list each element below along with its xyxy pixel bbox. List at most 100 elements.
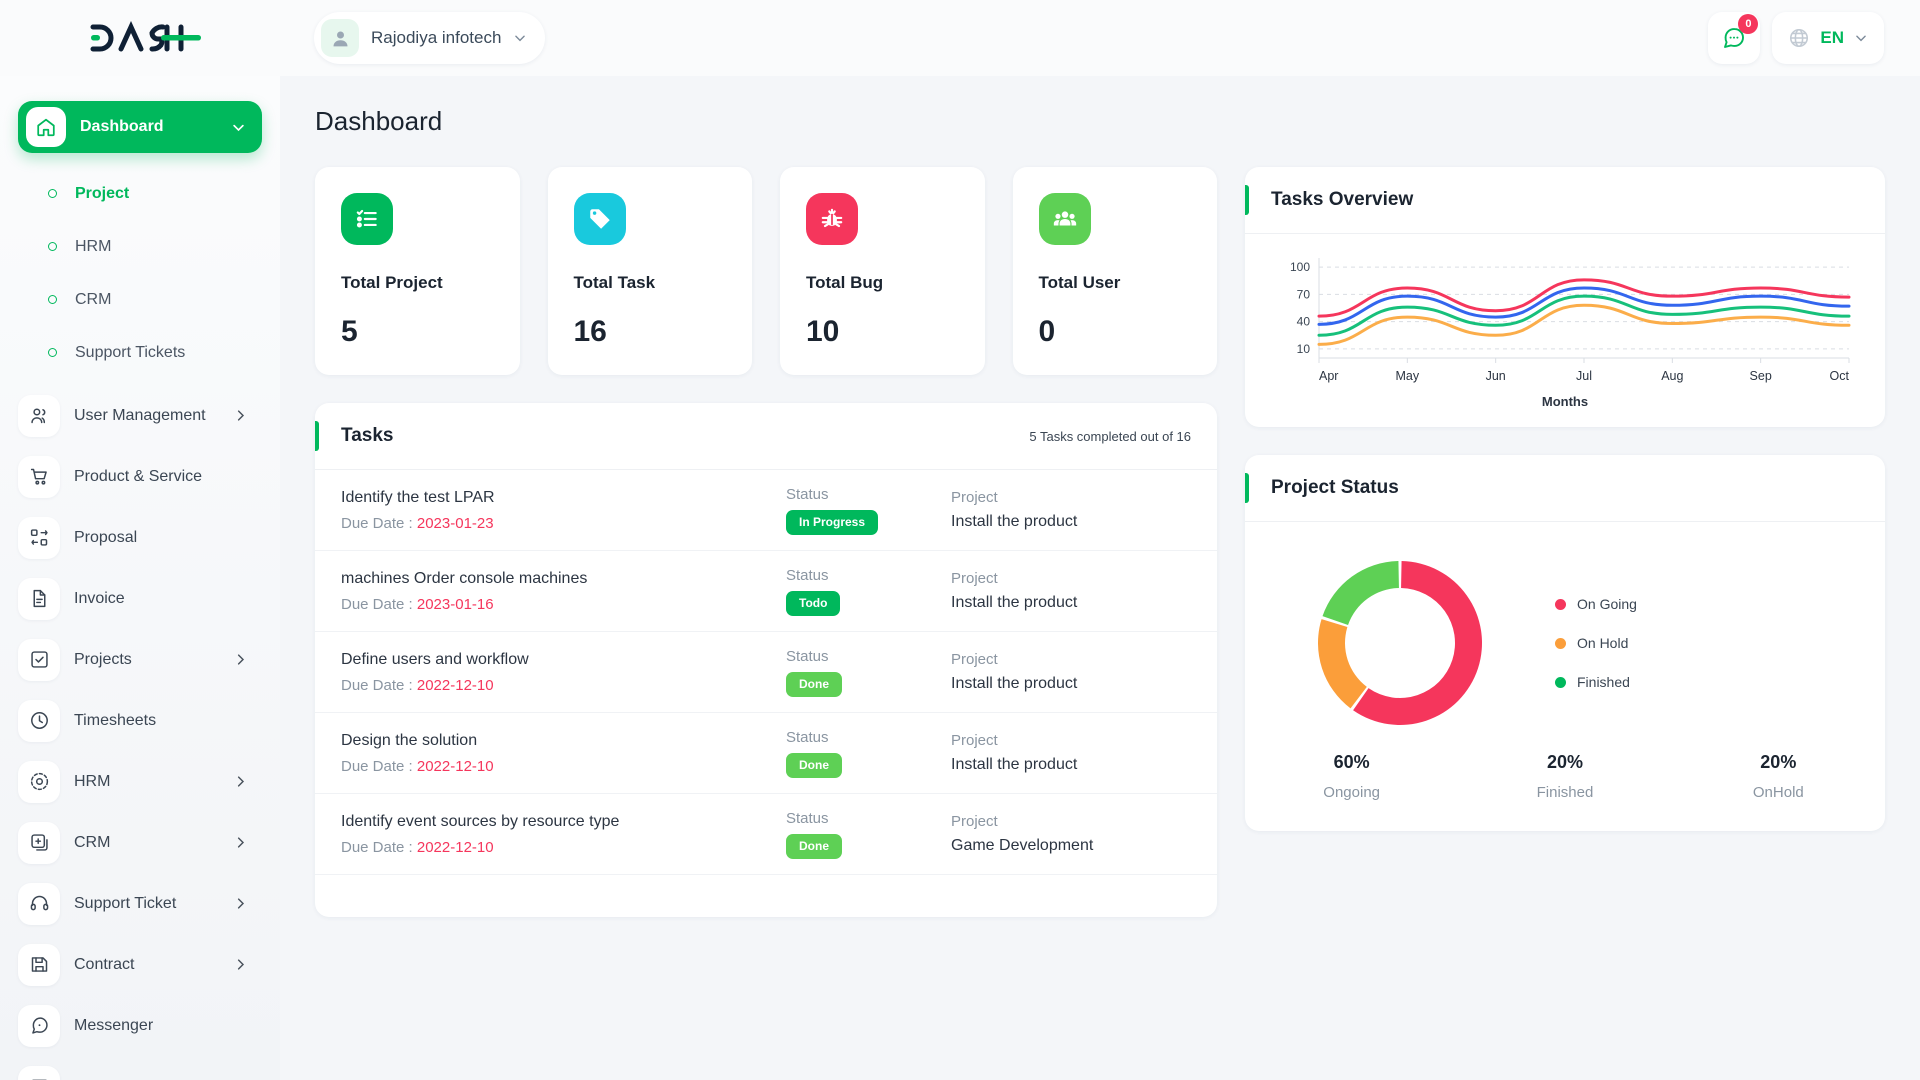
- sidebar-item-contract[interactable]: Contract: [18, 934, 262, 995]
- chevron-down-icon: [1856, 35, 1866, 42]
- task-info: Define users and workflow Due Date : 202…: [341, 651, 786, 694]
- column-header-project: Project: [951, 813, 998, 830]
- chevron-down-icon: [515, 35, 526, 42]
- task-project-cell: Project Install the product: [951, 651, 1116, 693]
- task-status-cell: Status In Progress: [786, 486, 951, 535]
- chevron-right-icon: [237, 776, 245, 787]
- tasks-overview-panel: Tasks Overview 10 40 70 100 Apr May Jun Jul Aug S…: [1245, 167, 1885, 427]
- users-icon: [18, 394, 60, 437]
- sidebar-subitem-project[interactable]: Project: [18, 167, 262, 220]
- table-row[interactable]: Define users and workflow Due Date : 202…: [315, 632, 1217, 713]
- messages-button[interactable]: 0: [1708, 12, 1761, 64]
- sidebar-item-dashboard[interactable]: Dashboard: [18, 101, 262, 153]
- assets-icon: [18, 1065, 60, 1080]
- sidebar-item-assets[interactable]: Assets: [18, 1056, 262, 1080]
- sidebar-item-user-management[interactable]: User Management: [18, 385, 262, 446]
- document-icon: [18, 577, 60, 620]
- stat-cards: Total Project 5 Total Task 16 Total Bug …: [315, 167, 1217, 375]
- app-logo[interactable]: [0, 0, 280, 76]
- stat-card-total-bug[interactable]: Total Bug 10: [780, 167, 985, 375]
- sidebar-subitem-label: HRM: [75, 237, 112, 255]
- language-code: EN: [1820, 28, 1844, 47]
- line-chart-svg: 10 40 70 100 Apr May Jun Jul Aug Sep Oct: [1290, 258, 1851, 383]
- donut-chart-svg: [1318, 561, 1482, 725]
- sidebar-item-hrm[interactable]: HRM: [18, 751, 262, 812]
- chevron-right-icon: [237, 410, 245, 421]
- column-header-project: Project: [951, 651, 998, 668]
- table-row[interactable]: Identify the test LPAR Due Date : 2023-0…: [315, 470, 1217, 551]
- right-column: Tasks Overview 10 40 70 100 Apr May Jun Jul Aug S…: [1245, 167, 1885, 917]
- sidebar-item-support-ticket[interactable]: Support Ticket: [18, 873, 262, 934]
- stat-label: Total Task: [573, 273, 656, 292]
- stat-label: Total Project: [341, 273, 443, 292]
- legend-label: On Going: [1577, 596, 1637, 612]
- tasks-panel-header: Tasks 5 Tasks completed out of 16: [315, 403, 1217, 469]
- due-date-value: 2022-12-10: [416, 757, 494, 775]
- sidebar-item-product-and-service[interactable]: Product & Service: [18, 446, 262, 507]
- table-row[interactable]: Identify event sources by resource type …: [315, 794, 1217, 875]
- chevron-right-icon: [237, 654, 245, 665]
- column-header-status: Status: [786, 566, 829, 584]
- stat-card-total-project[interactable]: Total Project 5: [315, 167, 520, 375]
- sidebar-subitem-hrm[interactable]: HRM: [18, 220, 262, 273]
- sidebar-item-label: CRM: [74, 833, 111, 851]
- svg-text:70: 70: [1297, 287, 1311, 301]
- sidebar-subitem-support-tickets[interactable]: Support Tickets: [18, 326, 262, 379]
- sidebar-item-invoice[interactable]: Invoice: [18, 568, 262, 629]
- sidebar-item-label: Support Ticket: [74, 894, 177, 912]
- chevron-down-icon: [233, 124, 244, 131]
- sidebar-subitem-crm[interactable]: CRM: [18, 273, 262, 326]
- task-project-cell: Project Game Development: [951, 813, 1116, 855]
- main-content: Dashboard Total Project 5 Total Task 1: [280, 76, 1920, 1080]
- table-row[interactable]: machines Order console machines Due Date…: [315, 551, 1217, 632]
- messages-badge-count: 0: [1738, 14, 1759, 34]
- column-header-status: Status: [786, 647, 829, 665]
- legend-item: On Going: [1555, 596, 1637, 612]
- dashboard-grid: Total Project 5 Total Task 16 Total Bug …: [280, 137, 1920, 917]
- sidebar-item-projects[interactable]: Projects: [18, 629, 262, 690]
- legend-label: Finished: [1577, 674, 1630, 690]
- figure-value: 20%: [1760, 752, 1797, 772]
- status-badge: Done: [786, 833, 842, 859]
- sidebar-item-messenger[interactable]: Messenger: [18, 995, 262, 1056]
- stat-card-total-user[interactable]: Total User 0: [1012, 167, 1217, 375]
- chat-icon: [18, 1004, 60, 1047]
- column-header-status: Status: [786, 728, 829, 746]
- figure-label: Ongoing: [1323, 784, 1381, 801]
- globe-icon: [1790, 28, 1809, 48]
- task-project-name: Install the product: [951, 675, 1078, 692]
- column-header-project: Project: [951, 570, 998, 587]
- legend-dot-icon: [1555, 598, 1566, 610]
- task-due-date: Due Date : 2022-12-10: [341, 758, 786, 775]
- left-column: Total Project 5 Total Task 16 Total Bug …: [315, 167, 1217, 917]
- cart-icon: [18, 455, 60, 498]
- sidebar-item-crm[interactable]: CRM: [18, 812, 262, 873]
- language-selector[interactable]: EN: [1772, 12, 1884, 64]
- task-title: Define users and workflow: [341, 650, 529, 668]
- sidebar-item-timesheets[interactable]: Timesheets: [18, 690, 262, 751]
- org-switcher[interactable]: Rajodiya infotech: [314, 12, 546, 64]
- tag-icon: [573, 193, 626, 245]
- svg-text:Jul: Jul: [1576, 369, 1592, 383]
- due-date-value: 2022-12-10: [416, 838, 494, 856]
- stat-label: Total Bug: [806, 273, 884, 292]
- sidebar-item-proposal[interactable]: Proposal: [18, 507, 262, 568]
- sidebar-subitem-label: Support Tickets: [75, 343, 186, 361]
- figure-ongoing: 60% Ongoing: [1245, 752, 1458, 801]
- status-badge: Todo: [786, 590, 841, 616]
- task-due-date: Due Date : 2023-01-16: [341, 596, 786, 613]
- task-project-name: Game Development: [951, 837, 1094, 854]
- donut-wrapper: [1245, 548, 1555, 738]
- checklist-icon: [341, 193, 393, 245]
- task-due-date: Due Date : 2022-12-10: [341, 839, 786, 856]
- tasks-completed-summary: 5 Tasks completed out of 16: [1029, 428, 1191, 444]
- table-row[interactable]: Design the solution Due Date : 2022-12-1…: [315, 713, 1217, 794]
- figure-value: 20%: [1546, 752, 1583, 772]
- svg-text:40: 40: [1297, 315, 1311, 329]
- due-date-value: 2023-01-23: [416, 514, 494, 532]
- tasks-overview-header: Tasks Overview: [1245, 167, 1885, 233]
- project-status-header: Project Status: [1245, 455, 1885, 521]
- dash-logo-icon: [90, 21, 201, 52]
- stat-card-total-task[interactable]: Total Task 16: [547, 167, 752, 375]
- bullet-icon: [48, 189, 57, 198]
